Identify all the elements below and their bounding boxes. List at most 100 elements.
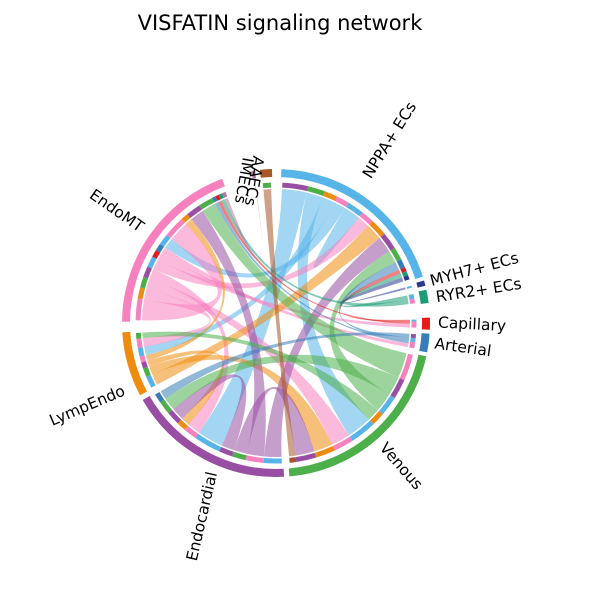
inner-band-segment	[219, 446, 234, 457]
sector-label-endocardial: Endocardial	[183, 470, 221, 563]
inner-band-segment	[409, 298, 416, 304]
inner-band-segment	[155, 243, 165, 253]
inner-bands	[135, 182, 417, 464]
sector-label-arterial: Arterial	[433, 334, 492, 360]
inner-band-segment	[399, 353, 413, 381]
inner-band-segment	[168, 410, 182, 424]
chord-links	[142, 189, 410, 457]
inner-band-segment	[136, 338, 143, 348]
chord-ribbon-ryr2-to-nppa	[340, 273, 408, 308]
inner-band-segment	[390, 247, 402, 262]
sector-arc-arterial	[419, 333, 430, 353]
sector-arc-nppa	[281, 169, 423, 280]
inner-band-segment	[135, 298, 143, 321]
inner-band-segment	[289, 457, 297, 463]
inner-band-segment	[378, 395, 395, 415]
sector-arc-endocardial	[142, 395, 285, 477]
inner-band-segment	[401, 271, 409, 277]
chord-ribbon-venous-to-nppa	[329, 251, 396, 411]
sector-label-capillary: Capillary	[438, 314, 507, 336]
inner-band-segment	[400, 267, 407, 274]
sector-arc-endomt	[122, 178, 225, 322]
inner-band-segment	[159, 399, 173, 414]
chord-ribbon-imecs-to-venous	[263, 189, 296, 457]
inner-band-segment	[390, 378, 405, 399]
inner-band-segment	[215, 194, 221, 201]
chord-ribbon-lympendo-to-nppa	[152, 225, 380, 385]
sector-label-lympendo: LympEndo	[47, 382, 128, 430]
chord-ribbon-endocardial-to-endomt	[191, 210, 266, 457]
sector-arc-aaecs	[251, 170, 257, 179]
chord-ribbon-endomt-to-lympendo	[142, 289, 211, 347]
chord-ribbon-nppa-to-endocardial	[199, 189, 307, 446]
sector-label-endomt: EndoMT	[86, 186, 147, 236]
inner-band-segment	[137, 287, 145, 300]
inner-band-segment	[245, 455, 264, 463]
chord-ribbon-endomt-to-venous	[146, 278, 350, 445]
chord-ribbon-arterial-to-nppa	[338, 262, 410, 342]
chord-ribbon-endocardial-to-nppa	[264, 237, 390, 457]
inner-band-segment	[159, 235, 171, 247]
inner-band-segment	[349, 420, 374, 441]
inner-band-segment	[232, 451, 247, 461]
inner-band-segment	[177, 419, 188, 430]
chord-ribbon-endomt-to-nppa	[153, 217, 369, 289]
chord-ribbon-lympendo-to-venous	[149, 354, 333, 452]
inner-band-segment	[218, 193, 224, 200]
inner-band-segment	[295, 452, 317, 463]
inner-band-segment	[152, 250, 161, 259]
inner-band-segment	[181, 214, 191, 223]
inner-band-segment	[334, 196, 349, 207]
inner-band-segment	[359, 212, 373, 225]
inner-band-segment	[195, 433, 222, 452]
inner-band-segment	[282, 182, 309, 192]
inner-band-segment	[369, 221, 385, 237]
inner-band-segment	[166, 218, 186, 239]
diagram-title: VISFATIN signaling network	[138, 11, 424, 35]
sector-label-venous: Venous	[376, 439, 426, 493]
inner-band-segment	[314, 446, 335, 458]
chord-ribbon-venous-to-endocardial	[165, 354, 399, 410]
inner-band-segment	[146, 374, 156, 388]
inner-band-segment	[396, 259, 405, 270]
inner-band-segment	[199, 197, 215, 210]
inner-band-segment	[143, 366, 151, 377]
inner-band-segment	[147, 256, 157, 269]
inner-band-segment	[211, 196, 218, 203]
inner-band-segment	[409, 343, 415, 349]
inner-band-segment	[323, 191, 337, 201]
inner-band-segment	[187, 205, 202, 218]
inner-band-segment	[140, 276, 149, 289]
sector-arc-venous	[288, 354, 427, 477]
inner-band-segment	[408, 294, 415, 300]
inner-band-segment	[143, 266, 152, 279]
chord-ribbon-endocardial-to-endocardial	[173, 374, 247, 451]
sector-arc-lympendo	[122, 331, 148, 396]
sector-arc-ryr2	[418, 289, 429, 304]
chord-ribbon-endocardial-to-venous	[234, 386, 315, 456]
chord-ribbon-endomt-to-endocardial	[149, 269, 229, 433]
chord-ribbon-venous-to-endomt	[202, 203, 407, 378]
inner-band-segment	[345, 202, 356, 212]
chord-ribbon-endomt-to-endomt	[142, 223, 223, 321]
inner-band-segment	[184, 425, 199, 439]
inner-band-segment	[141, 361, 148, 369]
inner-band-segment	[135, 332, 142, 340]
inner-band-segment	[403, 275, 410, 281]
inner-band-segment	[370, 411, 383, 425]
inner-band-segment	[137, 347, 145, 357]
inner-band-segment	[352, 207, 363, 217]
sector-arcs	[122, 169, 431, 477]
chord-ribbon-nppa-to-endomt	[165, 202, 346, 278]
inner-band-segment	[155, 391, 165, 403]
sector-arc-imecs	[259, 169, 273, 178]
chord-ribbon-myh7-to-nppa	[339, 277, 406, 304]
inner-band-segment	[139, 355, 146, 363]
inner-band-segment	[380, 233, 395, 251]
inner-band-segment	[307, 186, 325, 196]
inner-band-segment	[262, 182, 272, 189]
inner-band-segment	[263, 457, 282, 464]
inner-band-segment	[221, 191, 228, 198]
